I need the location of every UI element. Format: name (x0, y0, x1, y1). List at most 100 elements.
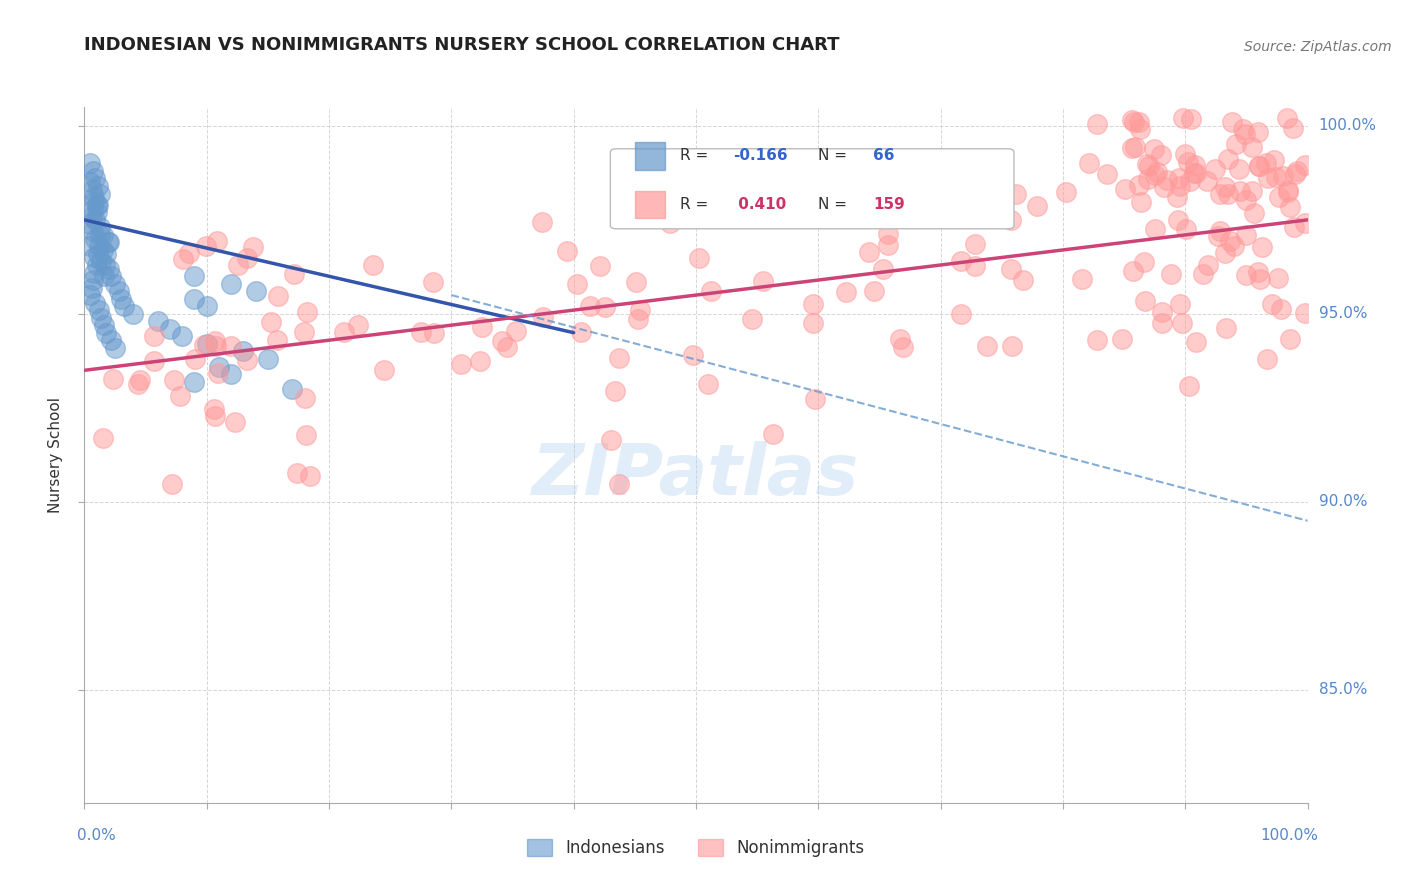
Point (104, 341, 127, 355)
Point (260, 315, 283, 329)
Text: 100.0%: 100.0% (1319, 119, 1376, 133)
Point (1095, 167, 1118, 181)
Point (129, 373, 152, 387)
Point (1251, 240, 1274, 254)
Point (1171, 316, 1194, 330)
Point (160, 477, 183, 491)
Point (579, 300, 602, 314)
Point (531, 310, 554, 325)
Point (1234, 194, 1257, 208)
Point (423, 326, 446, 340)
Point (593, 300, 616, 314)
Text: 66: 66 (873, 148, 894, 163)
Point (80, 209, 103, 223)
Point (1122, 264, 1144, 278)
Text: 90.0%: 90.0% (1319, 494, 1367, 509)
Point (236, 251, 259, 265)
Point (1197, 258, 1219, 272)
Point (1136, 156, 1159, 170)
Point (208, 359, 231, 374)
Point (1071, 271, 1094, 285)
Point (87, 303, 110, 318)
Point (1261, 296, 1284, 310)
Point (1275, 112, 1298, 126)
Point (183, 269, 205, 284)
Point (292, 326, 315, 340)
Bar (636, 191, 665, 219)
Point (219, 277, 242, 291)
Text: R =: R = (681, 197, 713, 212)
Point (1168, 178, 1191, 193)
Point (976, 338, 998, 352)
Point (569, 325, 592, 339)
Point (628, 303, 651, 318)
Point (1204, 161, 1226, 176)
Point (1247, 265, 1270, 279)
Point (1215, 180, 1237, 194)
Point (609, 351, 631, 365)
Point (1143, 142, 1166, 156)
FancyBboxPatch shape (610, 149, 1014, 228)
Point (1249, 272, 1271, 286)
Point (1180, 112, 1202, 127)
Point (1234, 268, 1257, 282)
Text: N =: N = (818, 148, 852, 163)
Point (1175, 222, 1198, 236)
Point (96, 246, 118, 260)
Point (409, 325, 432, 339)
Point (86, 198, 108, 212)
Point (101, 372, 124, 386)
Legend: Indonesians, Nonimmigrants: Indonesians, Nonimmigrants (520, 832, 872, 864)
Point (82, 273, 104, 287)
Point (143, 354, 166, 368)
Point (893, 202, 915, 217)
Point (1271, 169, 1294, 183)
Point (100, 333, 122, 347)
Point (891, 340, 914, 354)
Point (285, 467, 308, 481)
Point (1128, 178, 1150, 193)
Y-axis label: Nursery School: Nursery School (48, 397, 63, 513)
Point (1128, 115, 1150, 129)
Text: -0.166: -0.166 (733, 148, 787, 163)
Point (100, 269, 122, 284)
Point (299, 469, 322, 483)
Point (84, 232, 107, 246)
Point (1218, 187, 1240, 202)
Point (876, 238, 898, 252)
Point (373, 363, 395, 377)
Point (688, 251, 710, 265)
Point (1137, 172, 1160, 186)
Point (79, 175, 101, 189)
Point (257, 351, 280, 366)
Point (624, 275, 647, 289)
Text: 95.0%: 95.0% (1319, 306, 1367, 321)
Point (221, 339, 243, 353)
Point (266, 334, 288, 348)
Point (471, 319, 494, 334)
Point (801, 317, 824, 331)
Point (294, 391, 316, 405)
Point (84, 295, 107, 310)
Point (1173, 112, 1195, 126)
Point (1146, 165, 1168, 179)
Point (195, 299, 218, 313)
Point (1026, 199, 1049, 213)
Point (949, 307, 972, 321)
Point (80, 280, 103, 294)
Point (1294, 158, 1316, 172)
Point (183, 375, 205, 389)
Point (87, 198, 110, 212)
Point (1232, 121, 1254, 136)
Point (495, 340, 517, 354)
Point (1220, 115, 1243, 129)
Point (82, 202, 104, 216)
Text: INDONESIAN VS NONIMMIGRANTS NURSERY SCHOOL CORRELATION CHART: INDONESIAN VS NONIMMIGRANTS NURSERY SCHO… (84, 36, 839, 54)
Point (1268, 190, 1291, 204)
Point (110, 292, 132, 306)
Point (193, 337, 215, 351)
Point (531, 215, 554, 229)
Point (1125, 139, 1147, 153)
Point (1246, 125, 1268, 139)
Point (245, 285, 267, 299)
